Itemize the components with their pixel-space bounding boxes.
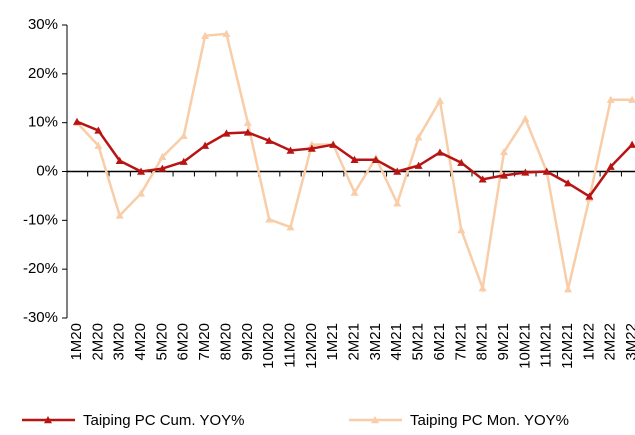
- point-marker: [286, 146, 295, 154]
- y-tick-label: -10%: [23, 211, 58, 228]
- point-marker: [179, 131, 188, 140]
- x-tick-label: 4M21: [388, 323, 405, 361]
- point-marker: [414, 133, 423, 141]
- point-marker: [137, 167, 146, 175]
- y-tick-label: 30%: [28, 16, 58, 33]
- legend-label: Taiping PC Mon. YOY%: [410, 412, 569, 429]
- x-tick-label: 12M20: [303, 323, 320, 369]
- point-marker: [158, 152, 167, 161]
- y-tick-label: -30%: [23, 309, 58, 326]
- point-marker: [393, 199, 402, 207]
- x-tick-label: 7M20: [196, 323, 213, 361]
- x-tick-label: 5M20: [153, 323, 170, 361]
- point-marker: [435, 148, 444, 156]
- x-tick-label: 8M20: [217, 323, 234, 361]
- point-marker: [393, 167, 402, 175]
- legend-marker: [44, 416, 52, 424]
- x-tick-label: 4M20: [132, 323, 149, 361]
- point-marker: [94, 141, 103, 149]
- point-marker: [628, 140, 635, 148]
- y-tick-label: 20%: [28, 65, 58, 82]
- point-marker: [329, 140, 338, 148]
- x-tick-label: 11M21: [538, 323, 555, 368]
- point-marker: [286, 223, 295, 231]
- x-tick-label: 9M21: [495, 323, 512, 361]
- point-marker: [73, 117, 81, 125]
- x-tick-label: 7M21: [452, 323, 469, 361]
- point-marker: [201, 141, 210, 149]
- point-marker: [115, 211, 124, 219]
- point-marker: [606, 95, 615, 103]
- x-tick-label: 2M22: [602, 323, 619, 361]
- point-marker: [222, 129, 231, 137]
- y-tick-label: -20%: [23, 260, 58, 277]
- point-marker: [158, 164, 167, 172]
- x-tick-label: 2M21: [346, 323, 363, 361]
- x-tick-label: 6M21: [431, 323, 448, 361]
- point-marker: [435, 96, 444, 104]
- point-marker: [350, 188, 359, 196]
- point-marker: [115, 156, 124, 164]
- point-marker: [457, 226, 466, 234]
- point-marker: [564, 179, 573, 187]
- point-marker: [350, 155, 359, 163]
- point-marker: [500, 171, 508, 179]
- point-marker: [628, 95, 635, 103]
- point-marker: [201, 31, 210, 39]
- x-tick-label: 10M20: [260, 323, 277, 369]
- x-tick-label: 1M22: [580, 323, 597, 361]
- point-marker: [265, 136, 274, 144]
- legend-label: Taiping PC Cum. YOY%: [83, 412, 244, 429]
- point-marker: [307, 144, 316, 152]
- x-tick-label: 1M21: [324, 323, 341, 361]
- point-marker: [137, 189, 146, 197]
- point-marker: [500, 147, 508, 156]
- point-marker: [564, 285, 573, 293]
- x-tick-label: 3M20: [111, 323, 128, 361]
- x-tick-label: 1M20: [68, 323, 85, 361]
- point-marker: [606, 162, 615, 170]
- point-marker: [585, 192, 594, 200]
- point-marker: [521, 168, 530, 176]
- point-marker: [457, 158, 466, 166]
- x-tick-label: 10M21: [516, 323, 533, 369]
- point-marker: [414, 161, 423, 169]
- point-marker: [307, 140, 316, 148]
- point-marker: [265, 215, 274, 223]
- legend-marker: [371, 416, 379, 424]
- point-marker: [371, 155, 380, 163]
- x-tick-label: 11M20: [281, 323, 298, 368]
- y-tick-label: 0%: [36, 162, 58, 179]
- x-tick-label: 9M20: [239, 323, 256, 361]
- point-marker: [521, 114, 530, 122]
- point-marker: [243, 118, 252, 126]
- x-tick-label: 2M20: [89, 323, 106, 361]
- x-tick-label: 6M20: [175, 323, 192, 361]
- point-marker: [243, 128, 252, 136]
- point-marker: [222, 29, 231, 37]
- x-tick-label: 3M21: [367, 323, 384, 361]
- x-tick-label: 8M21: [474, 323, 491, 361]
- point-marker: [478, 284, 487, 292]
- point-marker: [542, 167, 551, 175]
- y-tick-label: 10%: [28, 114, 58, 131]
- point-marker: [94, 126, 103, 134]
- point-marker: [478, 175, 487, 183]
- x-tick-label: 12M21: [559, 323, 576, 369]
- point-marker: [179, 157, 188, 165]
- x-tick-label: 5M21: [410, 323, 427, 361]
- x-tick-label: 3M22: [623, 323, 635, 361]
